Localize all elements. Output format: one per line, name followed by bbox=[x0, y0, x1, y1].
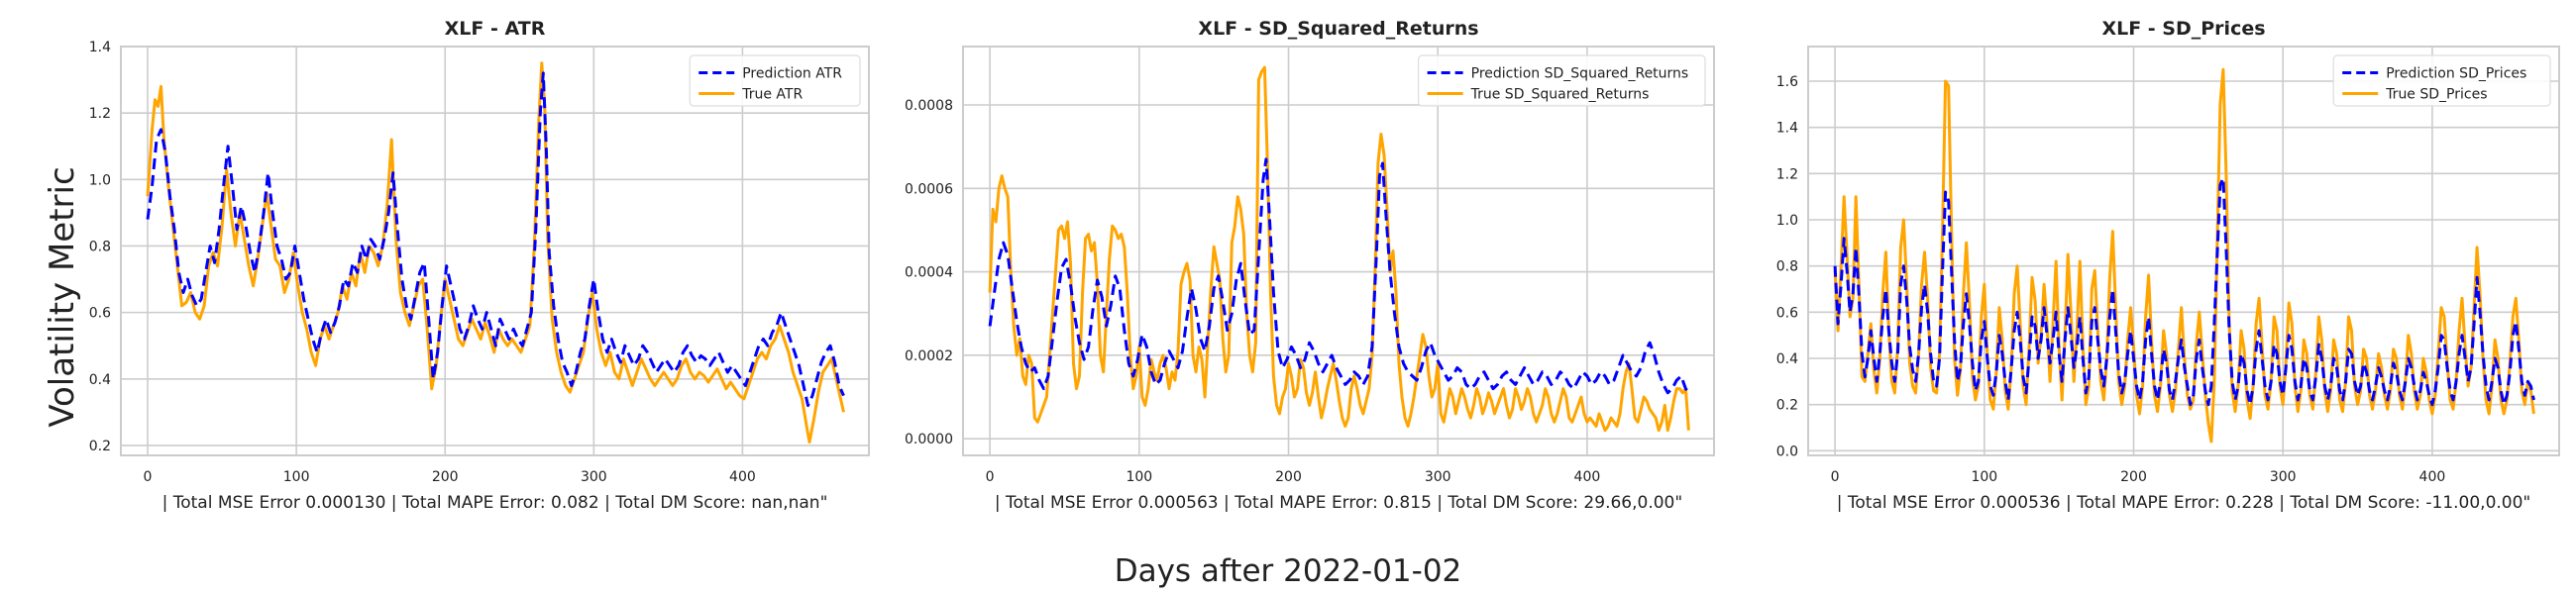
chart-title: XLF - SD_Prices bbox=[2101, 18, 2265, 40]
legend-entry-label: Prediction SD_Squared_Returns bbox=[1471, 66, 1689, 82]
y-tick-label: 0.0002 bbox=[905, 348, 953, 364]
y-tick-label: 1.2 bbox=[1776, 166, 1798, 182]
legend: Prediction SD_Squared_Returns True SD_Squ… bbox=[1418, 54, 1706, 107]
figure-ylabel: Volatility Metric bbox=[43, 166, 82, 427]
y-tick-label: 0.6 bbox=[1776, 305, 1798, 321]
chart-metrics-text: | Total MSE Error 0.000536 | Total MAPE … bbox=[1837, 493, 2531, 513]
x-tick-label: 100 bbox=[1126, 469, 1152, 485]
x-tick-label: 0 bbox=[1831, 469, 1840, 485]
chart-panel-2: 0.0000 0.0002 0.0004 0.0006 0.0008 0 100 200 300… bbox=[905, 18, 1715, 513]
chart-panel-1: 0.2 0.4 0.6 0.8 1.0 1.2 1.4 0 100 200 300 400 XLF - … bbox=[89, 18, 870, 513]
y-tick-label: 0.0006 bbox=[905, 181, 953, 197]
x-tick-label: 300 bbox=[1425, 469, 1451, 485]
legend: Prediction ATR True ATR bbox=[689, 54, 861, 107]
legend-entry-label: True SD_Prices bbox=[2385, 87, 2487, 103]
y-tick-label: 0.6 bbox=[89, 306, 111, 322]
x-tick-label: 100 bbox=[1971, 469, 1997, 485]
x-tick-label: 300 bbox=[2270, 469, 2297, 485]
plot-frame bbox=[1807, 46, 2560, 456]
x-tick-label: 400 bbox=[2419, 469, 2446, 485]
y-tick-label: 1.0 bbox=[1776, 213, 1798, 229]
y-tick-label: 0.4 bbox=[89, 372, 111, 388]
y-tick-label: 0.0 bbox=[1776, 444, 1798, 459]
chart-metrics-text: | Total MSE Error 0.000563 | Total MAPE … bbox=[995, 493, 1682, 513]
y-tick-label: 0.0000 bbox=[905, 432, 953, 447]
prediction-series-line bbox=[988, 157, 1690, 395]
y-tick-label: 1.0 bbox=[89, 172, 111, 188]
chart-panel-3: 0.0 0.2 0.4 0.6 0.8 1.0 1.2 1.4 1.6 0 100 200 300 400… bbox=[1776, 18, 2560, 513]
x-tick-label: 300 bbox=[581, 469, 607, 485]
y-tick-label: 0.0008 bbox=[905, 98, 953, 114]
x-tick-label: 400 bbox=[729, 469, 756, 485]
y-tick-label: 0.4 bbox=[1776, 351, 1798, 367]
x-tick-label: 400 bbox=[1574, 469, 1601, 485]
y-tick-label: 1.4 bbox=[89, 40, 111, 55]
y-tick-label: 0.8 bbox=[89, 239, 111, 254]
x-tick-label: 200 bbox=[1275, 469, 1302, 485]
legend-entry-label: Prediction SD_Prices bbox=[2386, 66, 2526, 82]
chart-title: XLF - SD_Squared_Returns bbox=[1198, 18, 1478, 40]
x-tick-label: 100 bbox=[283, 469, 310, 485]
chart-metrics-text: | Total MSE Error 0.000130 | Total MAPE … bbox=[162, 493, 828, 513]
legend-entry-label: True ATR bbox=[741, 87, 803, 103]
legend: Prediction SD_Prices True SD_Prices bbox=[2332, 54, 2551, 107]
prediction-series-line bbox=[1833, 176, 2535, 407]
legend-entry-label: Prediction ATR bbox=[742, 66, 842, 82]
legend-box bbox=[1418, 54, 1706, 107]
plot-frame bbox=[962, 46, 1715, 456]
y-tick-label: 1.6 bbox=[1776, 74, 1798, 90]
y-tick-label: 0.8 bbox=[1776, 259, 1798, 275]
y-tick-label: 0.2 bbox=[89, 439, 111, 454]
x-tick-label: 0 bbox=[986, 469, 995, 485]
y-tick-label: 0.2 bbox=[1776, 398, 1798, 414]
x-tick-label: 200 bbox=[432, 469, 459, 485]
legend-entry-label: True SD_Squared_Returns bbox=[1470, 87, 1650, 103]
true-series-line bbox=[1833, 67, 2535, 444]
true-series-line bbox=[988, 65, 1690, 433]
figure-xlabel: Days after 2022-01-02 bbox=[1115, 553, 1462, 589]
charts-layer: 0.2 0.4 0.6 0.8 1.0 1.2 1.4 0 100 200 300 400 XLF - … bbox=[89, 18, 2560, 513]
y-tick-label: 1.4 bbox=[1776, 121, 1798, 137]
plot-frame bbox=[120, 46, 870, 456]
y-tick-label: 0.0004 bbox=[905, 265, 953, 281]
y-tick-label: 1.2 bbox=[89, 106, 111, 122]
chart-title: XLF - ATR bbox=[445, 18, 546, 40]
x-tick-label: 200 bbox=[2120, 469, 2147, 485]
legend-box bbox=[2332, 54, 2551, 107]
x-tick-label: 0 bbox=[144, 469, 153, 485]
prediction-series-line bbox=[146, 71, 845, 408]
